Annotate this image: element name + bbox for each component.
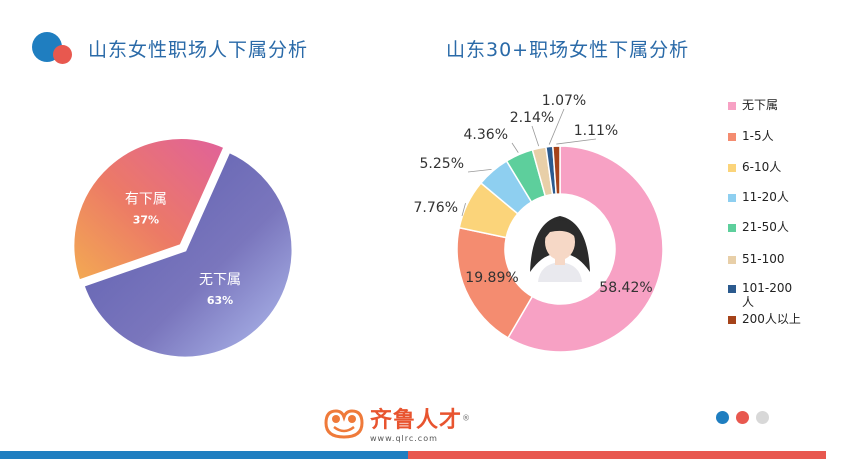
legend-item: 101-200人	[728, 281, 804, 309]
donut-value-label: 58.42%	[599, 280, 652, 296]
right-chart-title: 山东30+职场女性下属分析	[446, 39, 690, 61]
legend-swatch	[728, 256, 736, 264]
legend-swatch	[728, 133, 736, 141]
pie-slice-2	[71, 136, 227, 283]
page-dot-2[interactable]	[736, 411, 749, 424]
legend-label: 1-5人	[742, 129, 774, 143]
legend-item: 11-20人	[728, 190, 804, 204]
pie-value-label: 63%	[207, 294, 233, 307]
donut-slice-1	[506, 145, 664, 353]
donut-value-label: 19.89%	[465, 270, 518, 286]
legend-swatch	[728, 224, 736, 232]
leader-line	[548, 108, 565, 145]
pie-value-label: 37%	[133, 213, 159, 226]
legend-label: 21-50人	[742, 220, 789, 234]
right-donut-chart: 58.42% 19.89% 7.76% 5.25%4.36%2.14%1.07% 1.1…	[414, 93, 664, 353]
pie-slice-1	[81, 149, 295, 360]
leader-line	[556, 138, 597, 145]
leader-line	[461, 203, 466, 217]
leader-line	[531, 125, 540, 147]
brand-name: 齐鲁人才	[370, 408, 463, 433]
left-chart-title: 山东女性职场人下属分析	[88, 39, 309, 61]
registered-mark: ®	[462, 413, 471, 423]
legend-label: 6-10人	[742, 160, 782, 174]
legend-item: 200人以上	[728, 312, 804, 326]
donut-value-label: 4.36%	[464, 127, 508, 143]
donut-value-label: 7.76%	[414, 200, 458, 216]
donut-value-label: 1.11%	[574, 123, 618, 139]
legend-item: 无下属	[728, 98, 804, 112]
legend-swatch	[728, 316, 736, 324]
brand-logo: 齐鲁人才® www.qlrc.com	[320, 402, 470, 443]
pie-category-label: 无下属	[199, 272, 241, 288]
page-dot-1[interactable]	[716, 411, 729, 424]
pie-category-label: 有下属	[125, 191, 167, 207]
legend-label: 101-200人	[742, 281, 793, 309]
donut-value-label: 2.14%	[510, 110, 554, 126]
legend-swatch	[728, 102, 736, 110]
page-dot-3[interactable]	[756, 411, 769, 424]
legend-item: 6-10人	[728, 160, 804, 174]
legend-item: 1-5人	[728, 129, 804, 143]
legend-item: 51-100	[728, 252, 804, 266]
legend-swatch	[728, 194, 736, 202]
legend-swatch	[728, 164, 736, 172]
avatar-icon	[516, 201, 604, 289]
donut-slice-8	[552, 145, 561, 195]
legend-label: 11-20人	[742, 190, 789, 204]
brand-url: www.qlrc.com	[370, 434, 438, 443]
leader-line	[511, 142, 519, 153]
legend-label: 200人以上	[742, 312, 801, 326]
leader-line	[467, 168, 492, 173]
donut-value-label: 1.07%	[542, 93, 586, 109]
legend-item: 21-50人	[728, 220, 804, 234]
legend-label: 无下属	[742, 98, 779, 112]
legend-swatch	[728, 285, 736, 293]
bottom-bar-blue	[0, 451, 408, 459]
left-pie-chart: 无下属 63% 有下属 37%	[71, 136, 295, 360]
donut-value-label: 5.25%	[420, 156, 464, 172]
bottom-bar-red	[408, 451, 826, 459]
frog-logo-icon	[324, 408, 364, 439]
legend-label: 51-100	[742, 252, 785, 266]
